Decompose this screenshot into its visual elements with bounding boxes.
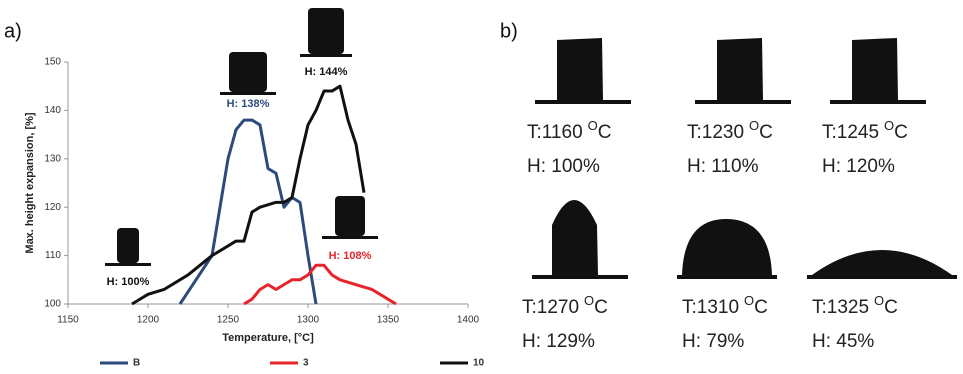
sample-height: H: 110% (687, 156, 759, 177)
temperature-value: T:1270 (522, 297, 579, 318)
sample-silhouette (229, 52, 267, 92)
temperature-value: T:1310 (682, 297, 739, 318)
sample-height: H: 79% (682, 331, 744, 352)
sample-base (535, 100, 631, 104)
sample-base (300, 54, 352, 57)
series-line (244, 265, 396, 304)
sample-temperature: T:1310 OC (682, 293, 768, 318)
panel-label: a) (4, 20, 22, 42)
unit: C (884, 297, 898, 318)
y-tick-label: 120 (44, 202, 61, 213)
unit: C (754, 297, 768, 318)
x-axis-title: Temperature, [°C] (222, 332, 314, 344)
series-line (180, 120, 316, 304)
x-tick-label: 1350 (377, 315, 400, 326)
annotation: H: 108% (329, 250, 372, 262)
sample-base (105, 263, 151, 266)
x-tick-label: 1200 (137, 315, 160, 326)
sample-silhouette (812, 250, 952, 275)
annotation: H: 138% (227, 98, 270, 110)
figure: a) b) Temperature, [°C] Max. height expa… (0, 0, 963, 374)
y-tick-label: 110 (45, 250, 61, 261)
temperature-value: T:1160 (527, 122, 583, 143)
y-axis-title: Max. height expansion, [%] (24, 112, 36, 254)
sample-height: H: 45% (812, 331, 874, 352)
sample-temperature: T:1160 OC (527, 118, 612, 143)
legend-label: 3 (303, 358, 309, 369)
sample-height: H: 120% (822, 156, 895, 177)
y-tick-label: 150 (44, 57, 61, 68)
sample-temperature: T:1325 OC (812, 293, 898, 318)
sample-temperature: T:1245 OC (822, 118, 908, 143)
temperature-value: T:1230 (687, 122, 744, 143)
sample-base (532, 275, 628, 279)
sample-silhouette (552, 200, 598, 275)
unit: C (598, 122, 612, 143)
temperature-value: T:1245 (822, 122, 879, 143)
sample-silhouette (117, 228, 139, 263)
sample-base (830, 100, 926, 104)
unit-superscript: O (588, 118, 598, 133)
x-tick-label: 1250 (217, 315, 240, 326)
unit: C (759, 122, 773, 143)
x-tick-label: 1150 (57, 315, 79, 326)
sample-height: H: 100% (527, 156, 600, 177)
y-tick-label: 140 (44, 105, 61, 116)
unit: C (594, 297, 608, 318)
sample-base (677, 275, 777, 279)
sample-base (807, 275, 957, 279)
y-tick-label: 130 (44, 153, 61, 164)
sample-base (322, 236, 378, 239)
x-tick-label: 1300 (297, 315, 320, 326)
unit-superscript: O (749, 118, 759, 133)
annotation: H: 100% (107, 276, 150, 288)
sample-temperature: T:1270 OC (522, 293, 608, 318)
sample-silhouette (308, 8, 344, 54)
sample-silhouette (335, 196, 365, 236)
panel-label: b) (500, 20, 518, 42)
legend-label: 10 (473, 358, 485, 369)
sample-height: H: 129% (522, 331, 595, 352)
annotation: H: 144% (305, 66, 348, 78)
unit: C (894, 122, 908, 143)
x-tick-label: 1400 (457, 315, 480, 326)
unit-superscript: O (874, 293, 884, 308)
temperature-value: T:1325 (812, 297, 869, 318)
legend-label: B (133, 358, 140, 369)
unit-superscript: O (744, 293, 754, 308)
sample-base (220, 92, 276, 95)
sample-silhouette (717, 38, 763, 100)
sample-base (695, 100, 791, 104)
sample-silhouette (682, 219, 772, 275)
sample-temperature: T:1230 OC (687, 118, 773, 143)
sample-silhouette (852, 38, 898, 100)
unit-superscript: O (584, 293, 594, 308)
sample-silhouette (557, 38, 603, 100)
unit-superscript: O (884, 118, 894, 133)
y-tick-label: 100 (44, 299, 61, 310)
